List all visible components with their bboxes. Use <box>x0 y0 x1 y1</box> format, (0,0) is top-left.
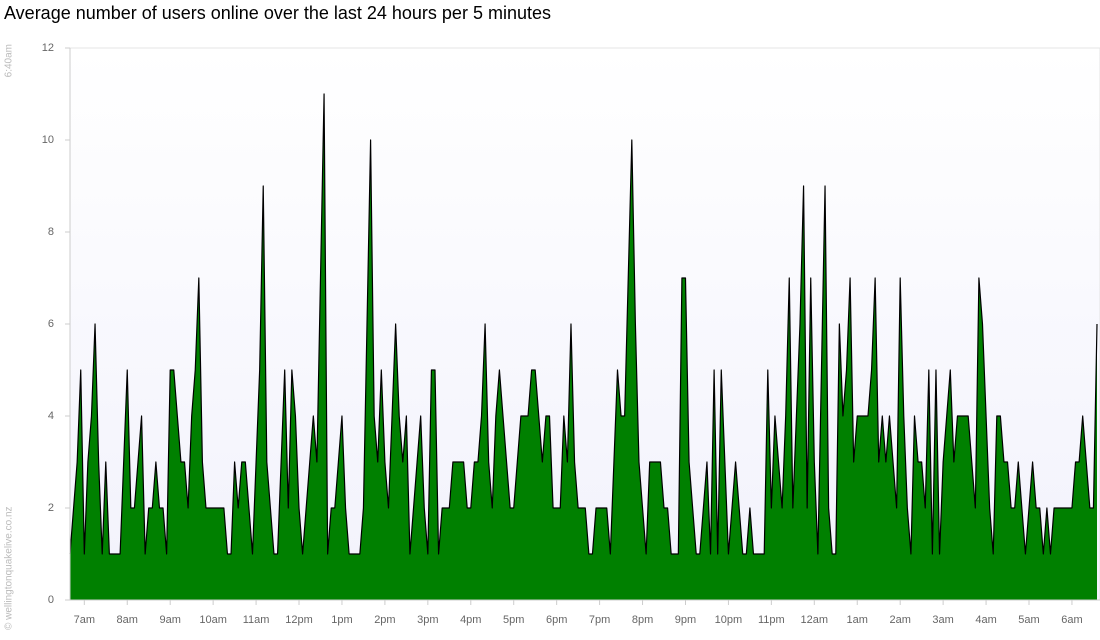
x-tick-label: 7am <box>74 614 95 626</box>
x-tick-label: 2am <box>889 614 910 626</box>
y-tick-label: 8 <box>48 226 54 238</box>
x-tick-label: 10pm <box>715 614 743 626</box>
x-tick-label: 10am <box>199 614 227 626</box>
x-tick-label: 12pm <box>285 614 313 626</box>
x-tick-label: 12am <box>801 614 829 626</box>
area-line <box>69 93 1098 555</box>
x-tick-label: 3pm <box>417 614 438 626</box>
x-tick-label: 8pm <box>632 614 653 626</box>
y-tick-label: 12 <box>42 42 54 54</box>
x-tick-label: 11am <box>243 614 270 626</box>
x-tick-label: 6pm <box>546 614 567 626</box>
x-tick-label: 5pm <box>503 614 524 626</box>
start-time-note: 6:40am <box>4 44 15 77</box>
x-tick-label: 9am <box>159 614 180 626</box>
x-tick-label: 1am <box>847 614 868 626</box>
y-tick-label: 4 <box>48 410 54 422</box>
y-tick-label: 6 <box>48 318 54 330</box>
x-tick-label: 4am <box>975 614 996 626</box>
x-tick-label: 5am <box>1018 614 1039 626</box>
y-tick-label: 2 <box>48 502 54 514</box>
y-tick-label: 10 <box>42 134 54 146</box>
x-tick-label: 1pm <box>331 614 352 626</box>
y-tick-label: 0 <box>48 594 54 606</box>
copyright-note: © wellingtonquakelive.co.nz <box>4 506 15 630</box>
x-tick-label: 11pm <box>758 614 785 626</box>
x-tick-label: 9pm <box>675 614 696 626</box>
x-tick-label: 7pm <box>589 614 610 626</box>
x-tick-label: 4pm <box>460 614 481 626</box>
chart-title: Average number of users online over the … <box>4 3 551 23</box>
x-tick-label: 6am <box>1061 614 1082 626</box>
x-tick-label: 3am <box>932 614 953 626</box>
x-tick-label: 8am <box>117 614 138 626</box>
x-tick-label: 2pm <box>374 614 395 626</box>
